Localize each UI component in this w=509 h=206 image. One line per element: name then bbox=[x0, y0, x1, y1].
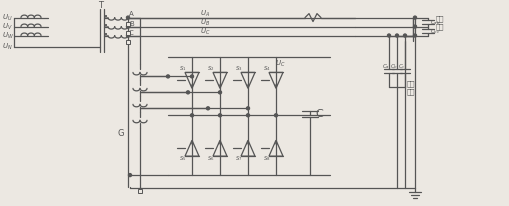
Text: $U_W$: $U_W$ bbox=[2, 30, 14, 41]
Circle shape bbox=[190, 114, 193, 117]
Text: $U_U$: $U_U$ bbox=[2, 13, 13, 23]
Circle shape bbox=[246, 107, 249, 110]
Text: T: T bbox=[99, 1, 103, 10]
Text: C: C bbox=[129, 29, 134, 36]
Text: $S_3$: $S_3$ bbox=[235, 64, 243, 73]
Circle shape bbox=[186, 91, 189, 94]
Text: $U_C$: $U_C$ bbox=[275, 58, 286, 69]
Text: $S_2$: $S_2$ bbox=[207, 64, 215, 73]
Text: $U_A$: $U_A$ bbox=[200, 8, 210, 19]
Bar bbox=[138, 189, 142, 193]
Circle shape bbox=[413, 16, 416, 19]
Circle shape bbox=[413, 34, 416, 37]
Text: A: A bbox=[129, 11, 134, 17]
Text: $U_N$: $U_N$ bbox=[2, 41, 13, 52]
Text: $C_b$: $C_b$ bbox=[390, 62, 398, 71]
Text: $C_{ab}$: $C_{ab}$ bbox=[430, 18, 440, 27]
Text: 对地: 对地 bbox=[407, 80, 415, 87]
Bar bbox=[126, 30, 130, 35]
Circle shape bbox=[190, 75, 193, 78]
Circle shape bbox=[387, 34, 390, 37]
Text: 电容: 电容 bbox=[436, 24, 444, 30]
Text: $S_6$: $S_6$ bbox=[207, 154, 215, 163]
Text: 线间: 线间 bbox=[436, 16, 444, 22]
Text: $S_5$: $S_5$ bbox=[179, 154, 187, 163]
Circle shape bbox=[274, 114, 277, 117]
Text: $U_B$: $U_B$ bbox=[200, 18, 210, 28]
Circle shape bbox=[127, 16, 129, 19]
Circle shape bbox=[166, 75, 169, 78]
Circle shape bbox=[218, 91, 221, 94]
Circle shape bbox=[246, 114, 249, 117]
Circle shape bbox=[404, 34, 407, 37]
Text: $S_1$: $S_1$ bbox=[179, 64, 187, 73]
Circle shape bbox=[395, 34, 399, 37]
Text: $C_c$: $C_c$ bbox=[398, 62, 406, 71]
Circle shape bbox=[218, 114, 221, 117]
Text: B: B bbox=[129, 21, 134, 27]
Text: $C_{bc}$: $C_{bc}$ bbox=[430, 27, 440, 35]
Circle shape bbox=[207, 107, 210, 110]
Bar bbox=[126, 22, 130, 26]
Circle shape bbox=[128, 174, 131, 177]
Text: $U_V$: $U_V$ bbox=[2, 21, 13, 32]
Circle shape bbox=[127, 25, 129, 28]
Text: $S_7$: $S_7$ bbox=[235, 154, 243, 163]
Circle shape bbox=[413, 25, 416, 28]
Text: $S_4$: $S_4$ bbox=[263, 64, 271, 73]
Text: $U_C$: $U_C$ bbox=[200, 26, 211, 37]
Text: C: C bbox=[315, 109, 323, 119]
Text: $C_a$: $C_a$ bbox=[382, 62, 390, 71]
Bar bbox=[126, 40, 130, 43]
Text: G: G bbox=[118, 129, 125, 138]
Text: $S_8$: $S_8$ bbox=[263, 154, 271, 163]
Text: 电容: 电容 bbox=[407, 88, 415, 95]
Circle shape bbox=[127, 34, 129, 37]
